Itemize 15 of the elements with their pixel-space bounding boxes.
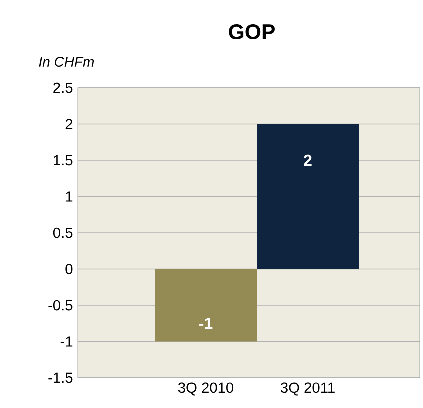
y-tick-label: 0 — [66, 264, 73, 274]
y-tick-label: -0.5 — [48, 300, 73, 311]
x-tick-label: 3Q 2011 — [280, 382, 335, 396]
data-label: 2 — [304, 154, 312, 166]
y-tick-label: 1 — [66, 192, 73, 202]
y-tick-label: -1 — [60, 336, 73, 347]
y-tick-label: 2 — [66, 119, 73, 130]
x-tick-label: 3Q 2010 — [178, 382, 234, 396]
y-axis-title: In CHFm — [39, 57, 94, 67]
y-tick-label: -1.5 — [48, 372, 73, 384]
y-tick-label: 2.5 — [54, 82, 73, 94]
y-tick-label: 0.5 — [53, 228, 73, 238]
y-tick-label: 1.5 — [54, 155, 73, 166]
data-label: -1 — [200, 318, 213, 330]
chart-title: GOP — [229, 24, 275, 40]
